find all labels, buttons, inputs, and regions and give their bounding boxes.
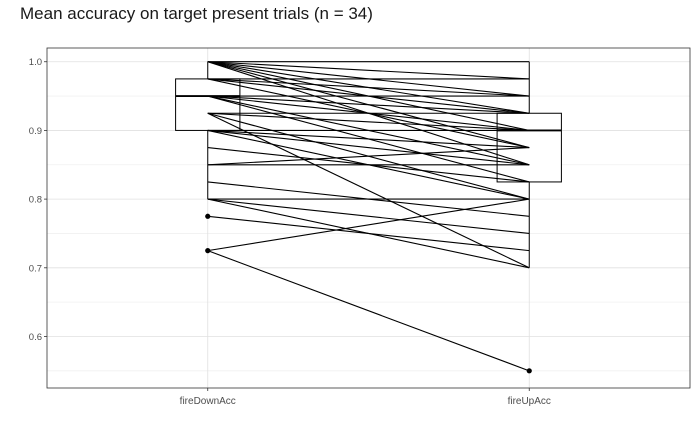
grid-major: [47, 48, 690, 388]
x-tick-label: fireUpAcc: [508, 396, 551, 407]
box-body: [175, 78, 241, 131]
subject-line: [207, 129, 530, 166]
outlier-point: [205, 213, 211, 219]
box-fireDownAcc: [175, 61, 241, 200]
y-tick-label: 0.8: [29, 195, 42, 206]
subject-line: [207, 215, 530, 252]
y-tick-label: 0.6: [29, 332, 42, 343]
subject-line: [207, 198, 530, 252]
subject-line: [207, 112, 530, 131]
subject-line: [207, 129, 530, 149]
subject-line: [207, 78, 530, 97]
y-axis: 0.6 0.7 0.8 0.9 1.0: [29, 57, 47, 343]
panel-border: [46, 47, 691, 389]
outlier-point: [526, 368, 532, 374]
subject-line: [207, 95, 530, 114]
subject-line: [207, 112, 530, 269]
pair-lines: [207, 61, 530, 372]
subject-line: [207, 61, 530, 80]
x-axis: fireDownAcc fireUpAcc: [180, 388, 551, 407]
outlier-point: [205, 248, 211, 254]
point-layer: [205, 213, 532, 374]
subject-line: [207, 198, 530, 235]
subject-line: [207, 250, 530, 372]
y-tick-label: 0.7: [29, 263, 42, 274]
chart-title: Mean accuracy on target present trials (…: [20, 4, 373, 23]
x-tick-label: fireDownAcc: [180, 396, 236, 407]
y-tick-label: 1.0: [29, 57, 42, 68]
y-tick-label: 0.9: [29, 126, 42, 137]
subject-line: [207, 147, 530, 166]
